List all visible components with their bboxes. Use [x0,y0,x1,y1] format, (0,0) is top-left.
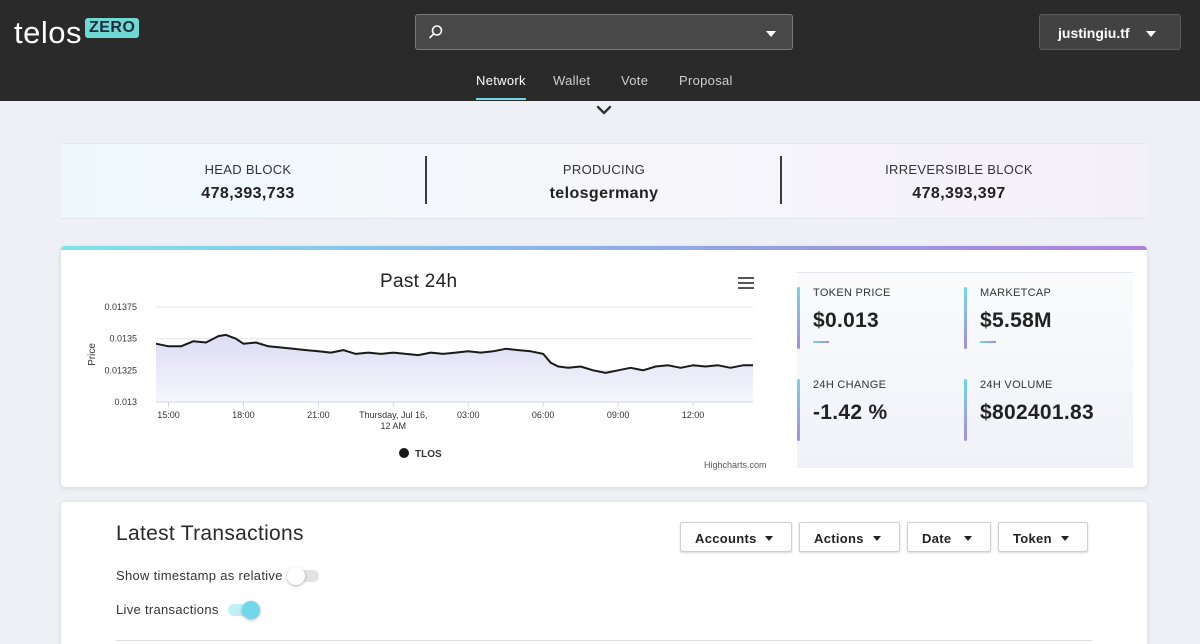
head-block-value: 478,393,733 [201,185,295,202]
irreversible-block-stat: IRREVERSIBLE BLOCK 478,393,397 [809,162,1109,203]
tab-wallet[interactable]: Wallet [553,73,591,88]
head-block-label: HEAD BLOCK [204,162,292,177]
producing-label: PRODUCING [562,162,646,177]
account-name: justingiu.tf [1058,25,1130,41]
search-input[interactable] [415,14,793,50]
x-tick-label: 18:00 [232,410,255,420]
metric-accent [964,287,967,349]
chevron-down-icon [964,536,972,541]
metric-accent [797,287,800,349]
x-tick-label: 15:00 [157,410,180,420]
chart-credits[interactable]: Highcharts.com [704,460,767,470]
metric-marketcap: MARKETCAP $5.58M [964,273,1124,349]
metric-value: $802401.83 [980,401,1094,424]
legend-marker [399,448,409,458]
metric-underline [813,341,829,343]
live-transactions-toggle[interactable] [228,601,260,619]
y-tick-label: 0.01325 [104,365,137,375]
legend-label: TLOS [415,449,442,460]
chevron-down-icon [873,536,881,541]
filter-label: Accounts [695,531,757,546]
tab-vote[interactable]: Vote [621,73,649,88]
series-area [156,334,753,402]
x-tick-label: 09:00 [607,410,630,420]
relative-timestamp-toggle[interactable] [287,567,319,585]
live-transactions-label: Live transactions [116,602,219,617]
irreversible-block-value: 478,393,397 [912,185,1006,202]
irreversible-block-label: IRREVERSIBLE BLOCK [885,162,1033,177]
tab-proposal[interactable]: Proposal [679,73,733,88]
active-tab-indicator [476,98,526,100]
head-block-stat: HEAD BLOCK 478,393,733 [98,162,398,203]
filter-label: Actions [814,531,864,546]
producing-stat: PRODUCING telosgermany [454,162,754,203]
y-axis-title: Price [87,343,98,366]
relative-timestamp-label: Show timestamp as relative [116,568,283,583]
metric-label: 24H VOLUME [980,379,1053,391]
price-chart-card: Past 24h 0.013 0.01325 0.0135 0.01375 Price 1… [61,246,1147,487]
filter-label: Token [1013,531,1052,546]
stat-divider [425,156,427,204]
metric-24h-change: 24H CHANGE -1.42 % [797,365,957,441]
account-menu-button[interactable]: justingiu.tf [1039,14,1181,50]
metric-value: -1.42 % [813,401,888,424]
metric-token-price: TOKEN PRICE $0.013 [797,273,957,349]
search-dropdown-icon[interactable] [766,31,776,37]
x-tick-label: 12:00 [682,410,705,420]
x-tick-label: 21:00 [307,410,330,420]
y-tick-label: 0.0135 [109,334,137,344]
y-tick-label: 0.013 [114,397,137,407]
x-tick-label: Thursday, Jul 16, [359,410,427,420]
latest-transactions-card: Latest Transactions Accounts Actions Dat… [61,502,1147,644]
filter-label: Date [922,531,952,546]
logo-badge: ZERO [84,18,140,38]
chevron-down-icon [1146,31,1156,37]
toggle-knob [287,567,305,585]
metric-label: 24H CHANGE [813,379,887,391]
price-chart: 0.013 0.01325 0.0135 0.01375 Price 15:00 18:00… [87,302,753,460]
transactions-title: Latest Transactions [116,522,304,545]
metric-label: MARKETCAP [980,287,1052,299]
x-tick-label: 03:00 [457,410,480,420]
logo-text: telos [14,15,82,50]
search-icon [429,25,443,39]
metric-accent [797,379,800,441]
metric-accent [964,379,967,441]
producing-value: telosgermany [549,185,659,202]
series-line [155,333,753,374]
table-divider [116,640,1092,641]
chain-stats-band: HEAD BLOCK 478,393,733 PRODUCING telosge… [61,143,1147,219]
metric-24h-volume: 24H VOLUME $802401.83 [964,365,1124,441]
token-metrics: TOKEN PRICE $0.013 MARKETCAP $5.58M 24H … [797,272,1133,468]
x-tick-label: 06:00 [532,410,555,420]
chart-title: Past 24h [380,271,458,292]
filter-actions-button[interactable]: Actions [799,522,900,552]
x-tick-label: 12 AM [381,421,407,431]
metric-underline [980,341,996,343]
stat-divider [780,156,782,204]
metric-value: $0.013 [813,309,880,332]
telos-logo[interactable]: telos ZERO [14,15,140,50]
metric-label: TOKEN PRICE [813,287,891,299]
filter-accounts-button[interactable]: Accounts [680,522,792,552]
filter-date-button[interactable]: Date [907,522,991,552]
chevron-down-icon [1061,536,1069,541]
toggle-knob [242,601,260,619]
filter-token-button[interactable]: Token [998,522,1088,552]
chart-menu-icon[interactable] [738,277,754,291]
main-nav: Network Wallet Vote Proposal [0,72,1200,101]
chevron-down-icon[interactable] [596,103,612,117]
chevron-down-icon [765,536,773,541]
card-accent-bar [61,246,1147,250]
metric-value: $5.58M [980,309,1052,332]
top-bar: telos ZERO justingiu.tf Network Wallet V… [0,0,1200,101]
tab-network[interactable]: Network [476,73,526,88]
y-tick-label: 0.01375 [104,302,137,312]
